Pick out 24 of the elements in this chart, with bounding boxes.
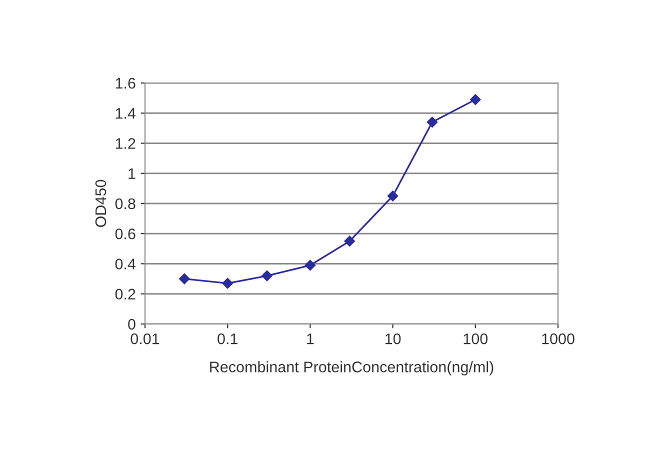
y-tick-label: 1.2 xyxy=(116,138,136,149)
y-tick-label: 0.2 xyxy=(115,288,136,300)
x-tick-label: 10 xyxy=(385,333,401,344)
y-axis-title: OD450 xyxy=(95,180,106,227)
x-tick-label: 0.01 xyxy=(130,333,160,344)
y-tick-label: 0.4 xyxy=(115,258,136,270)
y-tick-label: 1 xyxy=(128,168,136,179)
point xyxy=(178,273,190,284)
point xyxy=(344,236,356,247)
point xyxy=(304,260,316,271)
y-tick-label: 0.6 xyxy=(115,228,136,240)
x-tick-label: 0.1 xyxy=(218,333,238,344)
x-tick-label: 1 xyxy=(307,334,314,344)
y-tick-label: 0.8 xyxy=(115,198,136,210)
y-tick-label: 0 xyxy=(128,318,136,330)
y-tick-label: 1.6 xyxy=(116,78,136,89)
x-axis-title: Recombinant ProteinConcentration(ng/ml) xyxy=(210,361,494,376)
x-tick-label: 100 xyxy=(464,333,488,344)
point xyxy=(426,116,438,128)
point xyxy=(262,270,272,282)
point xyxy=(387,190,398,202)
y-tick-label: 1.4 xyxy=(116,108,136,119)
x-tick-label: 1000 xyxy=(542,333,574,344)
point xyxy=(470,94,481,105)
